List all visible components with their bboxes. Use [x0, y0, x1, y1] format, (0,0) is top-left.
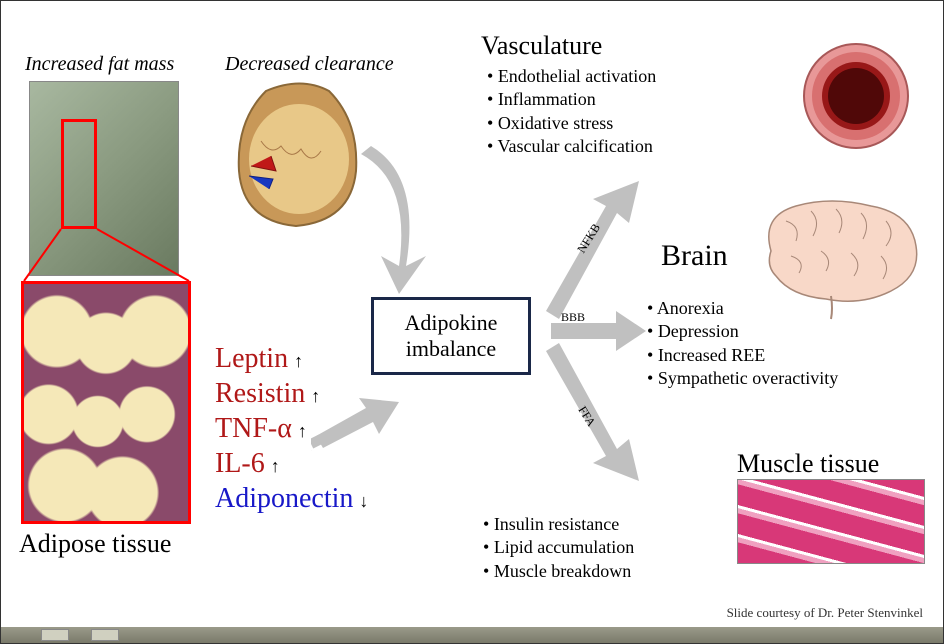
taskbar	[1, 627, 943, 643]
increased-fat-label: Increased fat mass	[25, 53, 174, 76]
vessel-illustration	[801, 41, 911, 151]
muscle-micrograph	[737, 479, 925, 564]
vasculature-list: Endothelial activation Inflammation Oxid…	[487, 65, 656, 159]
adipokines-arrow	[311, 396, 411, 456]
vasc-item-4: Vascular calcification	[487, 135, 656, 158]
muscle-item-2: Lipid accumulation	[483, 536, 634, 559]
vasc-item-1: Endothelial activation	[487, 65, 656, 88]
bbb-label: BBB	[561, 310, 585, 325]
slide-credit: Slide courtesy of Dr. Peter Stenvinkel	[727, 605, 923, 621]
muscle-item-1: Insulin resistance	[483, 513, 634, 536]
center-line2: imbalance	[388, 336, 514, 362]
brain-item-3: Increased REE	[647, 344, 838, 367]
adipose-micrograph	[21, 281, 191, 524]
leptin: Leptin	[215, 341, 368, 376]
vasc-item-2: Inflammation	[487, 88, 656, 111]
fat-highlight-box	[61, 119, 97, 229]
kidney-illustration	[221, 71, 371, 231]
brain-illustration	[741, 191, 931, 321]
muscle-item-3: Muscle breakdown	[483, 560, 634, 583]
taskbar-item[interactable]	[41, 629, 69, 641]
adiponectin: Adiponectin	[215, 481, 368, 516]
output-arrows	[531, 161, 661, 501]
kidney-arrow	[351, 136, 451, 296]
muscle-title: Muscle tissue	[737, 449, 879, 479]
center-line1: Adipokine	[388, 310, 514, 336]
brain-title: Brain	[661, 239, 728, 273]
brain-item-4: Sympathetic overactivity	[647, 367, 838, 390]
vasculature-title: Vasculature	[481, 31, 602, 61]
vasc-item-3: Oxidative stress	[487, 112, 656, 135]
brain-item-2: Depression	[647, 320, 838, 343]
adipose-tissue-label: Adipose tissue	[19, 529, 171, 559]
adipokine-imbalance-box: Adipokine imbalance	[371, 297, 531, 375]
muscle-list: Insulin resistance Lipid accumulation Mu…	[483, 513, 634, 583]
taskbar-item[interactable]	[91, 629, 119, 641]
